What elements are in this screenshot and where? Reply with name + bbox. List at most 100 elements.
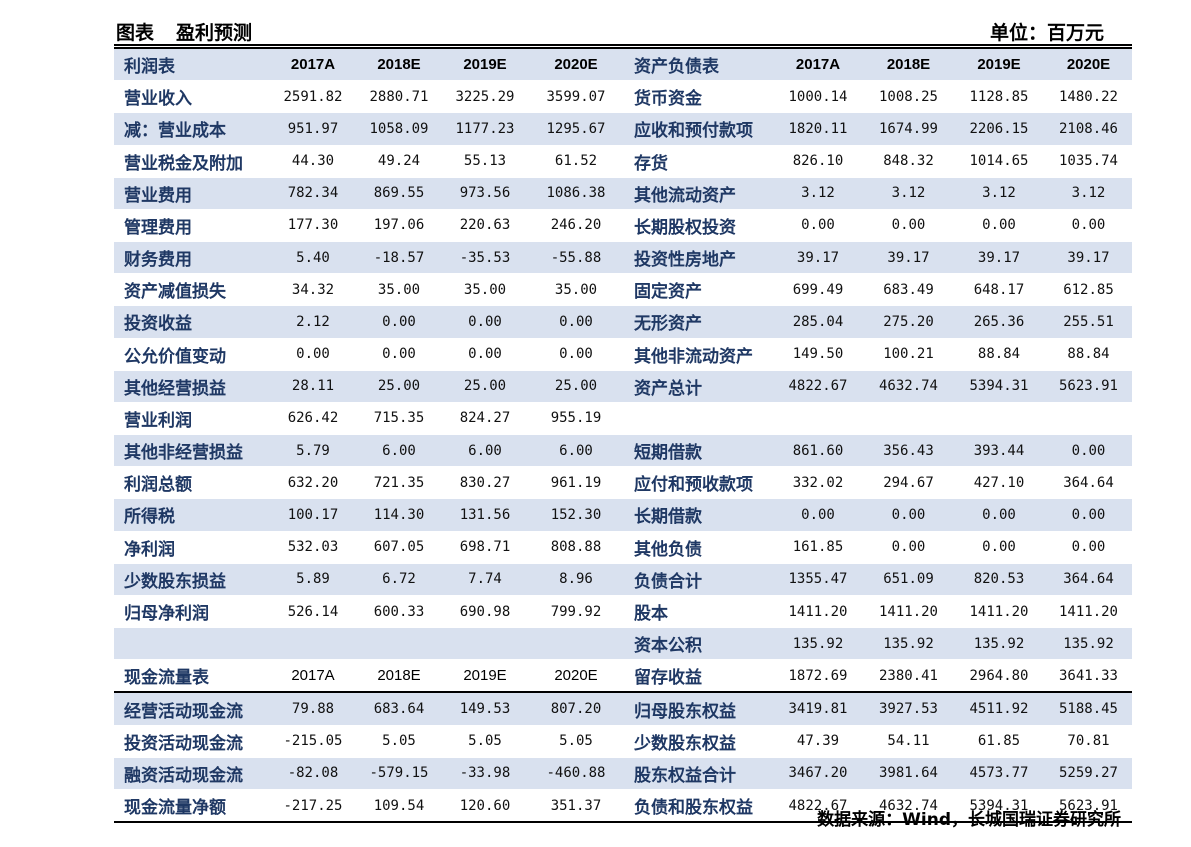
income-cell: 1086.38 [528,177,624,210]
cashflow-year-header: 2017A [270,659,356,693]
table-row: 财务费用 5.40 -18.57 -35.53 -55.88 投资性房地产 39.17 39.… [114,241,1132,275]
balance-cell: 1674.99 [864,112,953,146]
balance-row-label: 投资性房地产 [624,241,772,275]
cashflow-cell: -215.05 [270,725,356,758]
income-cell: 3225.29 [442,80,528,114]
balance-cell: 1014.65 [953,145,1045,178]
income-cell: 600.33 [356,595,442,629]
balance-cell: 4822.67 [772,789,864,824]
balance-row-label: 应付和预收款项 [624,466,772,500]
balance-row-label: 应收和预付款项 [624,112,772,146]
balance-row-label: 留存收益 [624,659,772,693]
forecast-table-container: 利润表 2017A 2018E 2019E 2020E 资产负债表 2017A 2018E 20… [114,47,1132,824]
cashflow-year-header: 2018E [356,659,442,693]
balance-cell: 0.00 [1045,498,1132,532]
income-cell: 25.00 [528,370,624,403]
income-cell: 690.98 [442,595,528,629]
balance-cell: 3641.33 [1045,659,1132,693]
cashflow-cell: 5.05 [528,725,624,758]
balance-row-label: 股东权益合计 [624,757,772,790]
income-row-label: 营业费用 [114,177,270,210]
table-row: 归母净利润 526.14 600.33 690.98 799.92 股本 1411.20 14… [114,595,1132,629]
income-cell: 5.79 [270,434,356,468]
income-cell: 34.32 [270,273,356,307]
balance-row-label: 负债和股东权益 [624,789,772,824]
balance-year-header: 2018E [864,47,953,82]
balance-cell: 3981.64 [864,757,953,790]
balance-row-label: 股本 [624,595,772,629]
table-row: 利润表 2017A 2018E 2019E 2020E 资产负债表 2017A 2018E 20… [114,47,1132,82]
balance-cell: 648.17 [953,273,1045,307]
table-row: 融资活动现金流 -82.08 -579.15 -33.98 -460.88 股东权益合计 3… [114,757,1132,790]
balance-cell: 0.00 [953,498,1045,532]
cashflow-cell: 149.53 [442,691,528,726]
balance-cell: 100.21 [864,338,953,371]
income-cell: 114.30 [356,498,442,532]
income-row-label: 营业收入 [114,80,270,114]
income-row-label: 管理费用 [114,209,270,243]
table-row: 营业收入 2591.82 2880.71 3225.29 3599.07 货币资金 1000… [114,80,1132,114]
balance-cell: 3927.53 [864,691,953,726]
income-cell: 100.17 [270,498,356,532]
balance-cell: 3.12 [953,177,1045,210]
balance-cell: 1035.74 [1045,145,1132,178]
balance-cell [1045,402,1132,436]
cashflow-cell: -82.08 [270,757,356,790]
balance-cell: 1008.25 [864,80,953,114]
cashflow-table-title: 现金流量表 [114,659,270,693]
balance-cell: 39.17 [864,241,953,275]
balance-cell: 135.92 [1045,627,1132,661]
income-cell: 532.03 [270,531,356,564]
income-cell: 131.56 [442,498,528,532]
income-year-header: 2018E [356,47,442,82]
forecast-table-body: 利润表 2017A 2018E 2019E 2020E 资产负债表 2017A 2018E 20… [114,47,1132,824]
income-cell: 2880.71 [356,80,442,114]
balance-row-label: 少数股东权益 [624,725,772,758]
income-year-header: 2020E [528,47,624,82]
cashflow-cell: -460.88 [528,757,624,790]
balance-cell [772,402,864,436]
cashflow-cell: -33.98 [442,757,528,790]
balance-cell: 1355.47 [772,563,864,596]
unit-label: 单位：百万元 [989,22,1104,44]
balance-cell: 1411.20 [953,595,1045,629]
income-cell: 246.20 [528,209,624,243]
balance-row-label: 长期借款 [624,498,772,532]
balance-year-header: 2017A [772,47,864,82]
balance-row-label: 无形资产 [624,305,772,339]
balance-cell: 356.43 [864,434,953,468]
income-cell: 0.00 [356,305,442,339]
income-cell: 830.27 [442,466,528,500]
income-cell: 5.89 [270,563,356,596]
balance-cell: 54.11 [864,725,953,758]
balance-cell: 0.00 [1045,209,1132,243]
balance-cell: 1128.85 [953,80,1045,114]
income-cell: 6.00 [528,434,624,468]
balance-cell: 4511.92 [953,691,1045,726]
balance-cell: 61.85 [953,725,1045,758]
table-row: 资本公积 135.92 135.92 135.92 135.92 [114,627,1132,661]
income-row-label: 财务费用 [114,241,270,275]
balance-cell: 0.00 [953,209,1045,243]
balance-row-label: 短期借款 [624,434,772,468]
cashflow-cell: 683.64 [356,691,442,726]
table-row: 少数股东损益 5.89 6.72 7.74 8.96 负债合计 1355.47 651.09 8… [114,563,1132,596]
income-cell: 0.00 [442,305,528,339]
income-cell: 698.71 [442,531,528,564]
table-row: 管理费用 177.30 197.06 220.63 246.20 长期股权投资 0.00 0.… [114,209,1132,243]
balance-cell: 0.00 [864,531,953,564]
balance-cell: 1820.11 [772,112,864,146]
income-cell: -35.53 [442,241,528,275]
balance-table-title: 资产负债表 [624,47,772,82]
table-row: 经营活动现金流 79.88 683.64 149.53 807.20 归母股东权益 3419… [114,691,1132,726]
table-row: 利润总额 632.20 721.35 830.27 961.19 应付和预收款项 332.0… [114,466,1132,500]
cashflow-cell: 109.54 [356,789,442,824]
income-cell: 55.13 [442,145,528,178]
income-cell: 35.00 [528,273,624,307]
cashflow-cell: 351.37 [528,789,624,824]
balance-cell: 255.51 [1045,305,1132,339]
balance-cell: 651.09 [864,563,953,596]
figure-label: 图表 [116,22,155,44]
empty-cell [442,627,528,661]
balance-cell: 135.92 [772,627,864,661]
